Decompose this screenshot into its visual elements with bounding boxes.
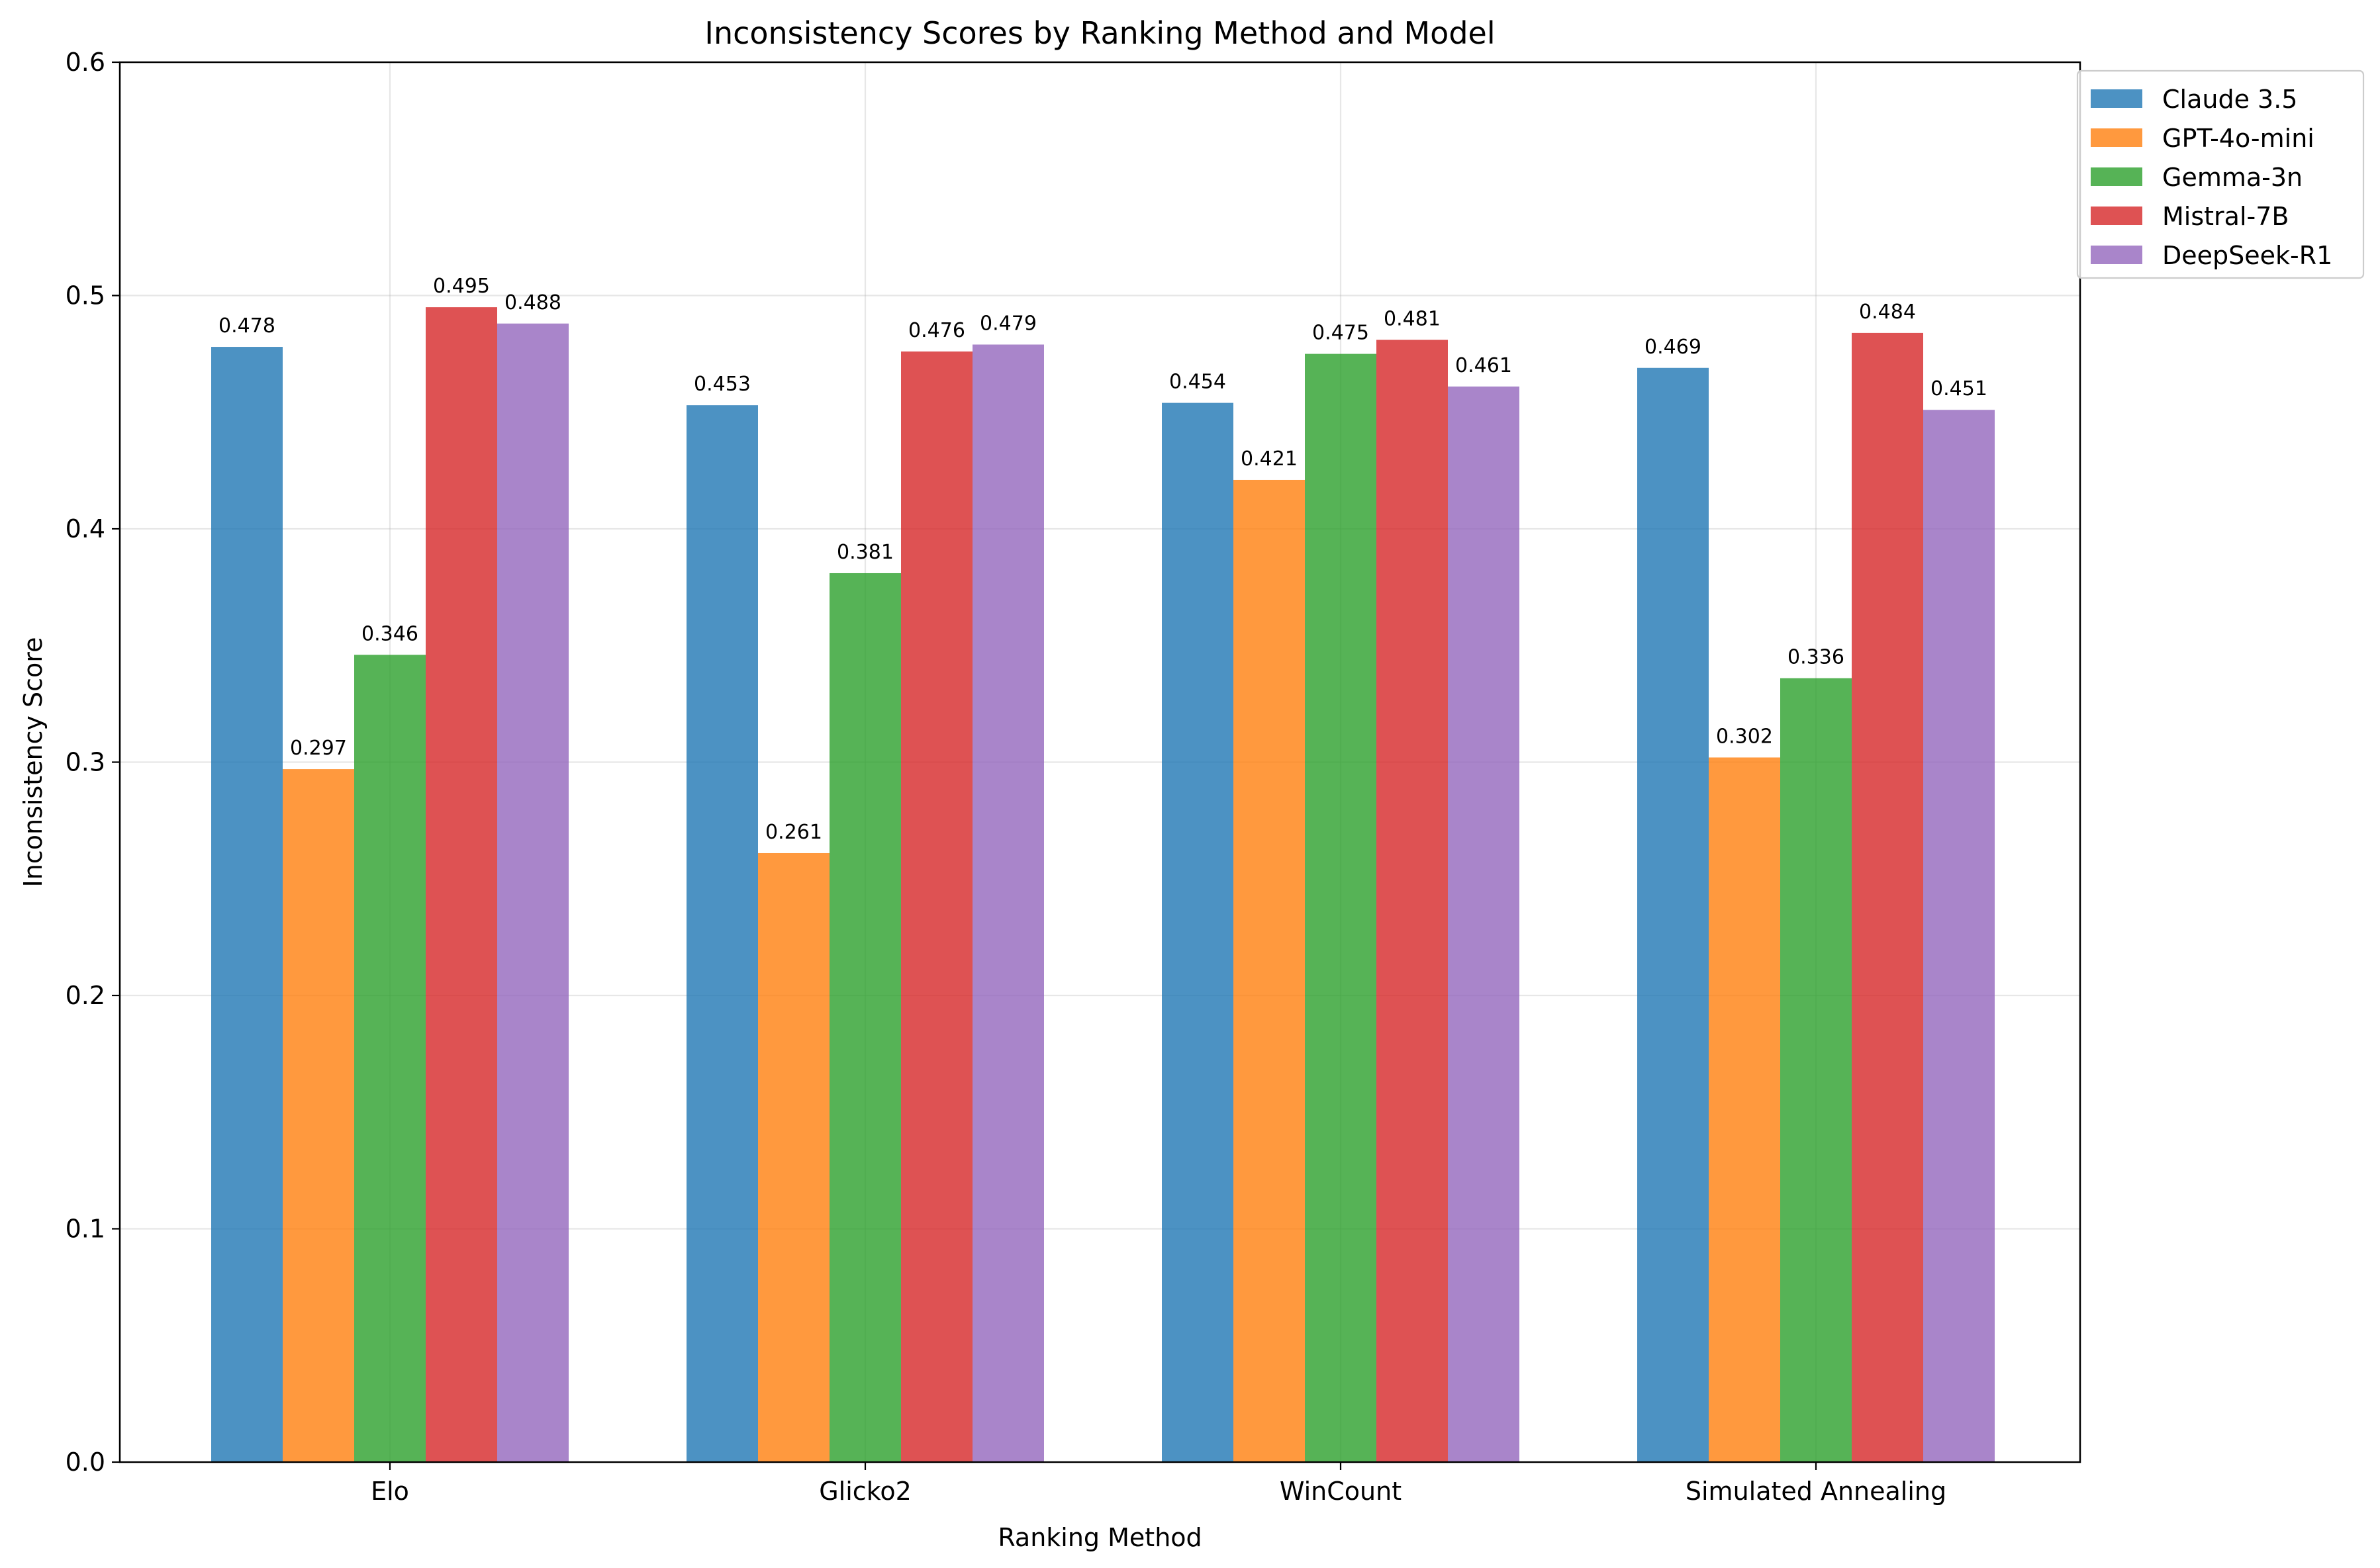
- data-label: 0.488: [504, 291, 561, 314]
- bar-gemma-3n-elo: [354, 655, 426, 1462]
- data-label: 0.475: [1312, 322, 1369, 345]
- bar-claude-3-5-wincount: [1162, 402, 1233, 1462]
- axis-ticks: 0.0 0.1 0.2 0.3 0.4 0.5 0.6 Elo Glicko2 WinCount S…: [66, 48, 1947, 1506]
- y-tick-label: 0.6: [66, 48, 105, 77]
- legend-box: [2076, 69, 2365, 279]
- data-label: 0.495: [433, 275, 490, 298]
- y-tick-label: 0.3: [66, 748, 105, 777]
- bar-gpt-4o-mini-elo: [283, 769, 354, 1462]
- x-tick-label: WinCount: [1280, 1477, 1402, 1506]
- bar-mistral-7b-elo: [426, 307, 497, 1462]
- legend-swatch: [2091, 128, 2142, 147]
- legend-entry: GPT-4o-mini: [2162, 124, 2314, 153]
- data-label: 0.381: [837, 541, 894, 564]
- data-label: 0.346: [361, 622, 418, 645]
- data-label: 0.336: [1787, 646, 1844, 669]
- bar-claude-3-5-glicko2: [687, 405, 758, 1462]
- legend-entry: Gemma-3n: [2162, 163, 2303, 192]
- bar-claude-3-5-simulated-annealing: [1637, 367, 1709, 1462]
- data-label: 0.454: [1169, 371, 1226, 394]
- legend-entry: Claude 3.5: [2162, 85, 2297, 114]
- data-label: 0.302: [1716, 725, 1773, 748]
- bar-gpt-4o-mini-simulated-annealing: [1709, 757, 1780, 1462]
- bar-gemma-3n-simulated-annealing: [1780, 678, 1852, 1462]
- data-label: 0.297: [290, 737, 347, 760]
- y-tick-label: 0.0: [66, 1448, 105, 1477]
- bar-gpt-4o-mini-glicko2: [758, 853, 830, 1462]
- data-label: 0.453: [694, 373, 751, 396]
- legend-entry: Mistral-7B: [2162, 202, 2289, 231]
- bar-claude-3-5-elo: [211, 347, 283, 1462]
- legend-swatch: [2091, 246, 2142, 264]
- y-tick-label: 0.1: [66, 1215, 105, 1244]
- data-label: 0.261: [765, 821, 822, 844]
- bar-deepseek-r1-glicko2: [973, 344, 1044, 1462]
- data-label: 0.484: [1859, 300, 1916, 324]
- data-label: 0.476: [908, 319, 965, 342]
- data-label: 0.451: [1930, 377, 1987, 400]
- x-axis-label: Ranking Method: [998, 1523, 1202, 1552]
- data-label: 0.469: [1644, 336, 1701, 359]
- data-label: 0.479: [980, 312, 1037, 336]
- y-tick-label: 0.2: [66, 981, 105, 1010]
- bar-gemma-3n-wincount: [1305, 353, 1376, 1462]
- bar-mistral-7b-glicko2: [901, 351, 973, 1462]
- bar-mistral-7b-simulated-annealing: [1852, 332, 1923, 1462]
- y-axis-label: Inconsistency Score: [19, 637, 48, 888]
- bar-gpt-4o-mini-wincount: [1233, 479, 1305, 1462]
- data-label: 0.481: [1384, 307, 1441, 330]
- bar-gemma-3n-glicko2: [830, 573, 901, 1462]
- bar-mistral-7b-wincount: [1376, 340, 1448, 1462]
- data-label: 0.421: [1241, 447, 1298, 471]
- x-tick-label: Glicko2: [819, 1477, 912, 1506]
- data-labels: 0.478 0.453 0.454 0.469 0.297 0.261 0.421 0.302…: [218, 275, 1987, 844]
- legend-swatch: [2091, 207, 2142, 225]
- bar-deepseek-r1-simulated-annealing: [1923, 410, 1995, 1462]
- legend: Claude 3.5 GPT-4o-mini Gemma-3n Mistral-7B D…: [2076, 69, 2365, 279]
- bar-deepseek-r1-wincount: [1448, 386, 1519, 1462]
- data-label: 0.461: [1455, 354, 1512, 377]
- legend-swatch: [2091, 167, 2142, 186]
- y-tick-label: 0.5: [66, 281, 105, 310]
- x-tick-label: Elo: [371, 1477, 409, 1506]
- y-tick-label: 0.4: [66, 514, 105, 543]
- data-label: 0.478: [218, 314, 275, 338]
- x-tick-label: Simulated Annealing: [1686, 1477, 1946, 1506]
- bar-deepseek-r1-elo: [497, 323, 569, 1462]
- bars: [211, 307, 1995, 1462]
- legend-swatch: [2091, 89, 2142, 108]
- chart-title: Inconsistency Scores by Ranking Method a…: [704, 15, 1495, 51]
- legend-entry: DeepSeek-R1: [2162, 241, 2332, 270]
